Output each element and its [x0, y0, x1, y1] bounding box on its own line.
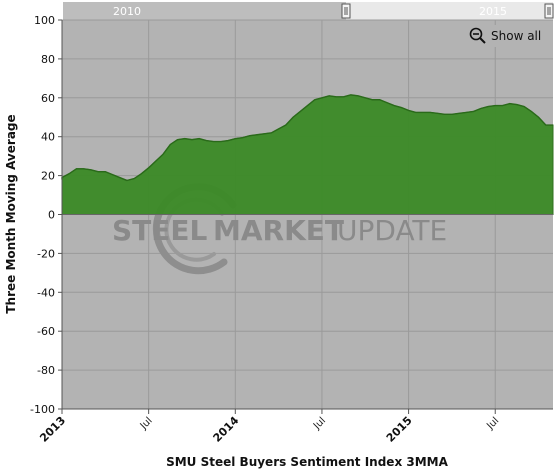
- y-tick-label: 20: [41, 170, 55, 183]
- x-tick-label: 2014: [211, 414, 242, 445]
- show-all-bg[interactable]: [465, 25, 547, 47]
- x-tick-label: 2015: [384, 414, 415, 445]
- y-tick-label: 60: [41, 92, 55, 105]
- navigator-right-handle[interactable]: [544, 3, 554, 19]
- x-tick-label: Jul: [311, 415, 328, 432]
- navigator-label: 2010: [113, 5, 141, 18]
- navigator-unselected: [63, 2, 346, 20]
- watermark-update: UPDATE: [337, 214, 447, 247]
- y-tick-label: -40: [37, 286, 55, 299]
- y-tick-label: 40: [41, 131, 55, 144]
- x-axis-label: SMU Steel Buyers Sentiment Index 3MMA: [166, 455, 449, 469]
- y-tick-label: 100: [34, 14, 55, 27]
- y-axis: 100 80 60 40 20 0 -20 -40 -60 -80 -100: [30, 14, 62, 416]
- show-all-button[interactable]: Show all: [465, 25, 547, 47]
- show-all-label[interactable]: Show all: [491, 29, 541, 43]
- y-tick-label: -60: [37, 325, 55, 338]
- watermark-steel: STEEL: [112, 214, 208, 247]
- zoom-out-icon[interactable]: [469, 27, 486, 44]
- series-line: [61, 94, 553, 182]
- watermark-logo: STEEL MARKET UPDATE: [112, 183, 447, 275]
- y-axis-label: Three Month Moving Average: [4, 114, 18, 313]
- navigator-left-handle[interactable]: [341, 3, 351, 19]
- x-tick-label: Jul: [138, 415, 155, 432]
- x-axis: 2013 Jul 2014 Jul 2015 Jul: [37, 409, 501, 445]
- y-tick-label: 80: [41, 53, 55, 66]
- navigator-label: 2015: [479, 5, 507, 18]
- x-tick-label: Jul: [484, 415, 501, 432]
- x-tick-label: 2013: [37, 414, 68, 445]
- y-tick-label: -80: [37, 364, 55, 377]
- navigator-selection[interactable]: [346, 2, 553, 20]
- navigator[interactable]: 2010 2015: [63, 2, 554, 20]
- y-tick-label: 0: [48, 209, 55, 222]
- watermark-market: MARKET: [213, 214, 344, 247]
- y-tick-label: -100: [30, 403, 55, 416]
- y-tick-label: -20: [37, 247, 55, 260]
